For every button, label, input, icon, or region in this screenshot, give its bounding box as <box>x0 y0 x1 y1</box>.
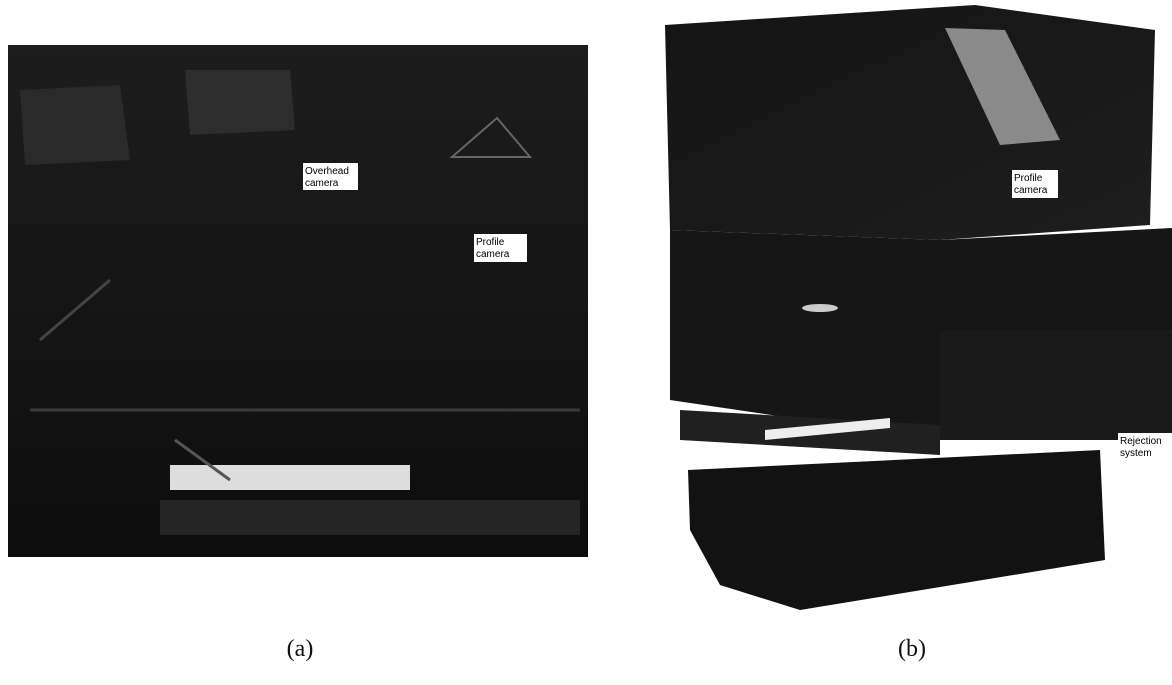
photo-a <box>8 45 588 557</box>
photo-b <box>665 5 1172 610</box>
page: {"panels": [ {"caption": "(a)", "labels"… <box>0 0 1172 680</box>
label-text: camera <box>305 178 339 189</box>
label-text: Profile <box>476 237 505 248</box>
caption: (a) <box>287 636 314 662</box>
figure: OverheadcameraProfilecameraProfilecamera… <box>0 0 1172 680</box>
label-text: Rejection <box>1120 436 1162 447</box>
caption: (b) <box>898 636 926 662</box>
label-text: camera <box>476 249 510 260</box>
label-text: Overhead <box>305 166 349 177</box>
label-text: camera <box>1014 185 1048 196</box>
label-text: system <box>1120 448 1152 459</box>
label-text: Profile <box>1014 173 1043 184</box>
